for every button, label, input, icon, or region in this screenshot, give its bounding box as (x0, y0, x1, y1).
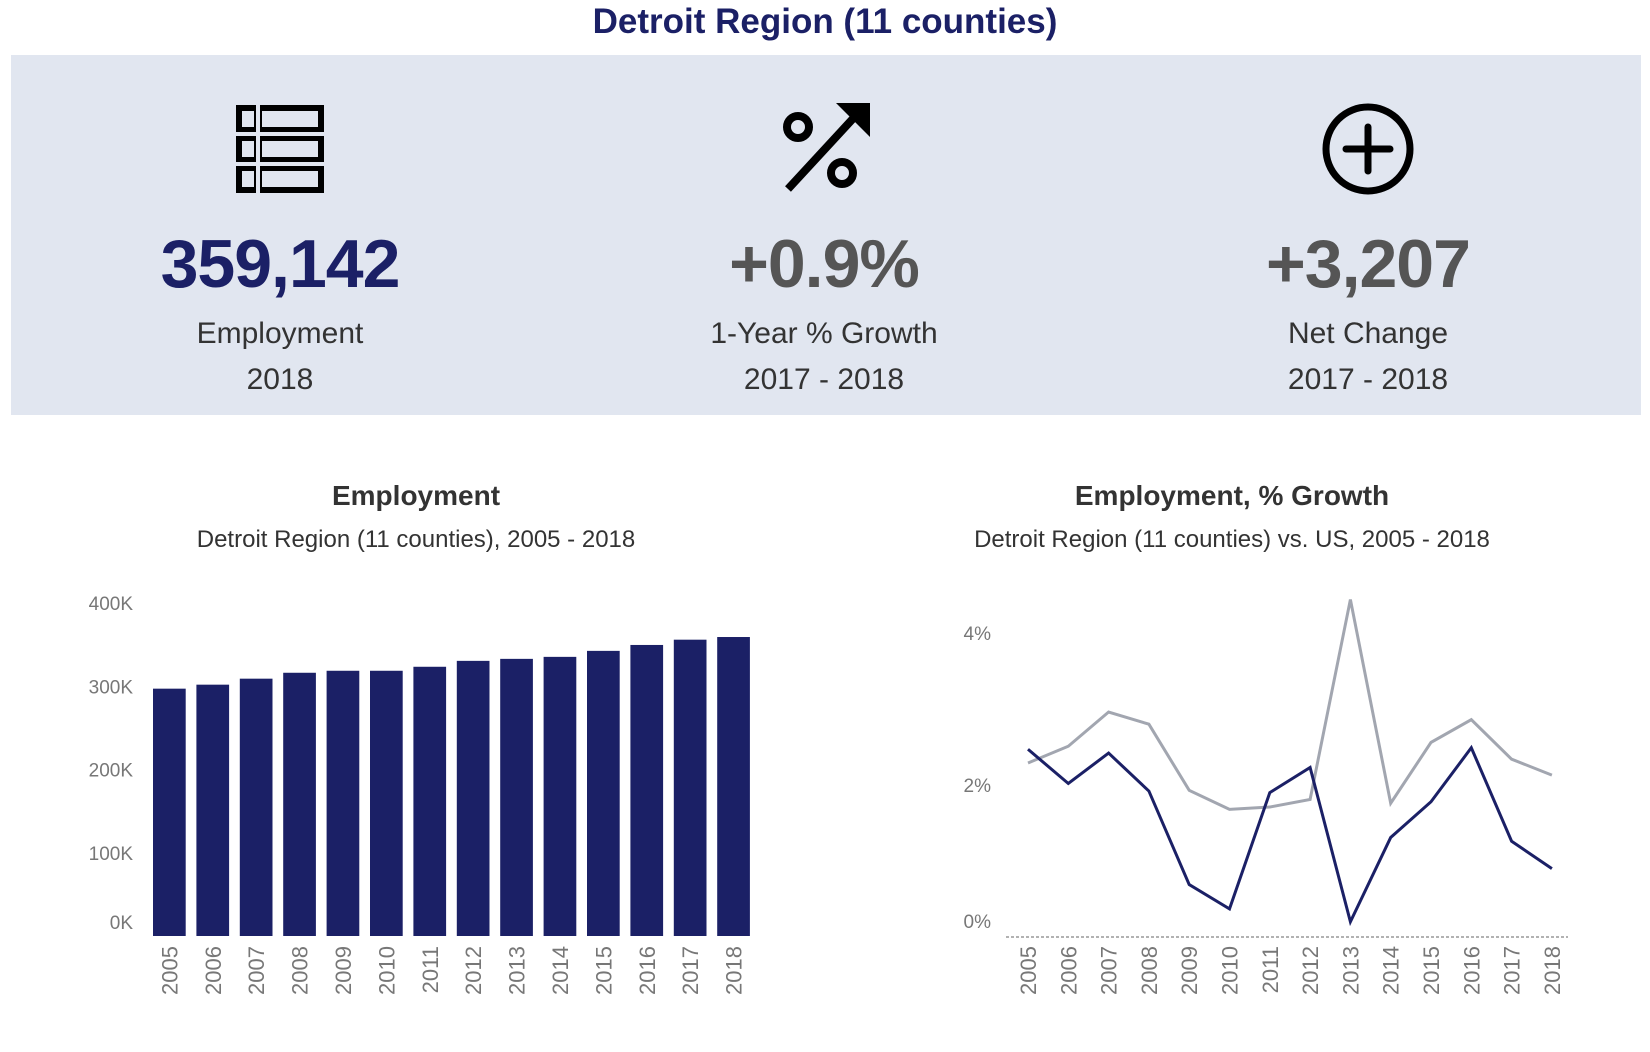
x-tick-label: 2008 (288, 946, 313, 995)
x-tick-label: 2012 (461, 946, 486, 995)
x-tick-label: 2014 (1379, 946, 1404, 995)
bar-2010 (370, 670, 403, 936)
y-tick-label: 300K (89, 677, 134, 698)
x-tick-label: 2010 (1218, 946, 1243, 995)
y-tick-label: 0% (964, 912, 992, 933)
x-tick-label: 2011 (1258, 946, 1283, 993)
list-table-icon (236, 105, 324, 193)
bar-2012 (456, 660, 490, 936)
x-tick-label: 2015 (591, 946, 616, 995)
detroit-growth-line (1027, 744, 1553, 927)
bar-chart-title: Employment (331, 480, 501, 511)
kpi-value: +0.9% (729, 226, 920, 302)
kpi-label: Net Change (1287, 317, 1449, 350)
y-tick-label: 400K (89, 594, 134, 615)
kpi-period: 2018 (246, 363, 314, 396)
dashboard-title: Detroit Region (11 counties) (592, 2, 1058, 41)
line-chart-title: Employment, % Growth (1074, 480, 1390, 511)
bar-2018 (717, 637, 750, 936)
bar-2009 (326, 670, 360, 936)
bar-2005 (153, 688, 186, 936)
kpi-period: 2017 - 2018 (1287, 363, 1449, 396)
bar-2007 (239, 678, 273, 936)
growth-line-chart: 0% 2% 4% 2005 2006 2007 2008 2009 2010 2011 2012 20… (964, 599, 1568, 995)
kpi-label: Employment (196, 317, 364, 350)
x-tick-label: 2005 (1016, 946, 1041, 995)
x-tick-label: 2006 (1056, 946, 1081, 995)
y-tick-label: 200K (89, 761, 134, 782)
bar-2013 (500, 658, 533, 936)
y-tick-label: 2% (964, 776, 992, 797)
x-tick-label: 2008 (1137, 946, 1162, 995)
x-tick-label: 2018 (1540, 946, 1565, 995)
bar-2014 (543, 656, 577, 936)
x-tick-label: 2007 (244, 946, 269, 995)
x-tick-label: 2010 (374, 946, 399, 995)
y-tick-label: 4% (964, 624, 992, 645)
bar-chart-subtitle: Detroit Region (11 counties), 2005 - 201… (196, 526, 636, 553)
percent-up-arrow-icon (783, 103, 870, 192)
kpi-panel: 359,142 Employment 2018 +0.9% 1-Year % G… (11, 55, 1641, 415)
x-tick-label: 2012 (1298, 946, 1323, 995)
x-tick-label: 2013 (505, 946, 530, 995)
x-tick-label: 2009 (331, 946, 356, 995)
x-tick-label: 2006 (201, 946, 226, 995)
x-tick-label: 2005 (157, 946, 182, 995)
bar-2015 (587, 650, 620, 936)
bar-2011 (413, 666, 447, 936)
kpi-value: +3,207 (1266, 226, 1471, 302)
employment-bar-chart: 0K 100K 200K 300K 400K 2005 2006 2007 2008 2009 20… (89, 594, 750, 995)
x-tick-label: 2016 (1459, 946, 1484, 995)
us-growth-line (1027, 599, 1553, 811)
kpi-period: 2017 - 2018 (743, 363, 905, 396)
y-tick-label: 100K (89, 844, 134, 865)
bar-2017 (673, 639, 707, 936)
plus-circle-icon (1322, 103, 1414, 195)
x-tick-label: 2007 (1097, 946, 1122, 995)
y-tick-label: 0K (110, 913, 134, 934)
bar-2016 (630, 644, 664, 936)
x-tick-label: 2014 (548, 946, 573, 995)
x-tick-label: 2015 (1419, 946, 1444, 995)
kpi-value: 359,142 (160, 226, 401, 302)
x-tick-label: 2017 (1500, 946, 1525, 995)
x-tick-label: 2013 (1338, 946, 1363, 995)
x-tick-label: 2016 (635, 946, 660, 995)
bar-2008 (283, 672, 316, 936)
x-tick-label: 2018 (722, 946, 747, 995)
line-chart-subtitle: Detroit Region (11 counties) vs. US, 200… (974, 526, 1490, 553)
x-tick-label: 2011 (418, 946, 443, 993)
x-tick-label: 2009 (1177, 946, 1202, 995)
bar-2006 (196, 684, 230, 936)
x-tick-label: 2017 (678, 946, 703, 995)
kpi-label: 1-Year % Growth (710, 317, 938, 350)
